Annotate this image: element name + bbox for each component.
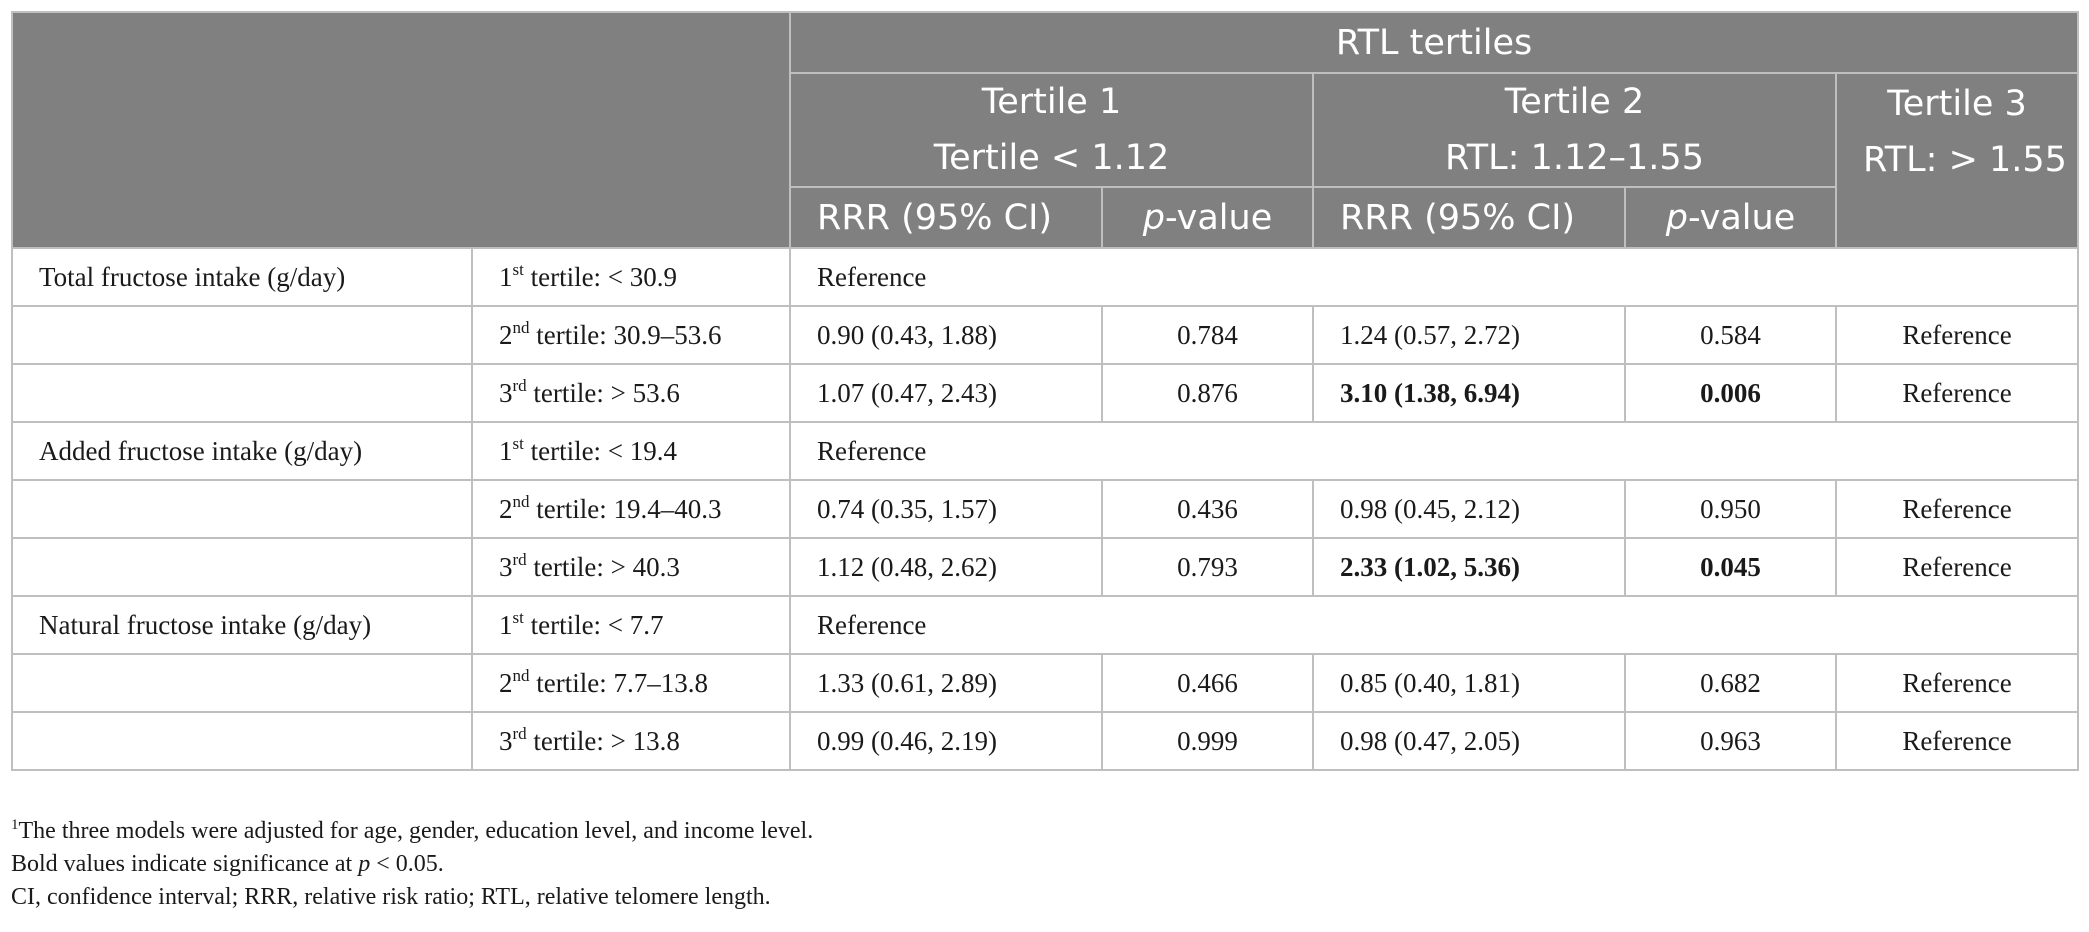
footnote-abbreviations: CI, confidence interval; RRR, relative r… bbox=[11, 884, 771, 910]
table-row: 3rd tertile: > 40.3 1.12 (0.48, 2.62) 0.… bbox=[11, 537, 2080, 597]
header-tertile2: Tertile 2 RTL: 1.12–1.55 bbox=[1312, 72, 1837, 188]
footnote-adjustment: 1The three models were adjusted for age,… bbox=[11, 817, 814, 845]
footnote-significance: Bold values indicate significance at p <… bbox=[11, 851, 444, 877]
pvalue-tertile2: 0.950 bbox=[1624, 479, 1837, 539]
header-tertile2-title: Tertile 2 bbox=[1504, 82, 1645, 122]
header-tertile3: Tertile 3 RTL: > 1.55 bbox=[1834, 72, 2080, 249]
table-row: 3rd tertile: > 53.6 1.07 (0.47, 2.43) 0.… bbox=[11, 363, 2080, 423]
pvalue-tertile1: 0.466 bbox=[1101, 653, 1314, 713]
row-group-label-empty bbox=[11, 363, 473, 423]
table-row: Natural fructose intake (g/day) 1st tert… bbox=[11, 595, 2080, 655]
table-row: 2nd tertile: 30.9–53.6 0.90 (0.43, 1.88)… bbox=[11, 305, 2080, 365]
row-tertile-range: 1st tertile: < 30.9 bbox=[471, 247, 791, 307]
reference-cell: Reference bbox=[788, 247, 2080, 307]
header-tertile3-title: Tertile 3 bbox=[1887, 84, 2027, 124]
row-group-label-empty bbox=[11, 711, 473, 771]
tertile3-reference: Reference bbox=[1834, 305, 2080, 365]
header-tertile3-range: RTL: > 1.55 bbox=[1863, 140, 2067, 180]
table-row: 2nd tertile: 7.7–13.8 1.33 (0.61, 2.89) … bbox=[11, 653, 2080, 713]
table-row: 3rd tertile: > 13.8 0.99 (0.46, 2.19) 0.… bbox=[11, 711, 2080, 771]
row-group-label: Added fructose intake (g/day) bbox=[11, 421, 473, 481]
reference-cell: Reference bbox=[788, 421, 2080, 481]
tertile3-reference: Reference bbox=[1834, 711, 2080, 771]
row-tertile-range: 3rd tertile: > 53.6 bbox=[471, 363, 791, 423]
rrr-tertile2-significant: 2.33 (1.02, 5.36) bbox=[1312, 537, 1626, 597]
header-tertile1: Tertile 1 Tertile < 1.12 bbox=[789, 72, 1314, 188]
pvalue-tertile2-significant: 0.045 bbox=[1624, 537, 1837, 597]
row-tertile-range: 1st tertile: < 19.4 bbox=[471, 421, 791, 481]
row-group-label-empty bbox=[11, 653, 473, 713]
pvalue-tertile1: 0.793 bbox=[1101, 537, 1314, 597]
header-rrr-2: RRR (95% CI) bbox=[1312, 186, 1626, 249]
table-row: 2nd tertile: 19.4–40.3 0.74 (0.35, 1.57)… bbox=[11, 479, 2080, 539]
header-tertile2-range: RTL: 1.12–1.55 bbox=[1445, 138, 1704, 178]
row-tertile-range: 3rd tertile: > 13.8 bbox=[471, 711, 791, 771]
rrr-tertile1: 0.90 (0.43, 1.88) bbox=[789, 305, 1103, 365]
pvalue-tertile1: 0.999 bbox=[1101, 711, 1314, 771]
pvalue-tertile2: 0.963 bbox=[1624, 711, 1837, 771]
tertile3-reference: Reference bbox=[1834, 479, 2080, 539]
row-group-label-empty bbox=[11, 537, 473, 597]
pvalue-tertile2-significant: 0.006 bbox=[1624, 363, 1837, 423]
rrr-tertile1: 0.74 (0.35, 1.57) bbox=[789, 479, 1103, 539]
row-tertile-range: 2nd tertile: 30.9–53.6 bbox=[471, 305, 791, 365]
header-blank-corner-3 bbox=[11, 187, 791, 249]
tertile3-reference: Reference bbox=[1834, 363, 2080, 423]
row-tertile-range: 2nd tertile: 19.4–40.3 bbox=[471, 479, 791, 539]
header-pvalue-2: p-value bbox=[1624, 186, 1837, 249]
row-group-label-empty bbox=[11, 479, 473, 539]
header-rrr-1: RRR (95% CI) bbox=[789, 186, 1103, 249]
results-table: RTL tertiles Tertile 1 Tertile < 1.12 Te… bbox=[11, 11, 2080, 771]
tertile3-reference: Reference bbox=[1834, 537, 2080, 597]
rrr-tertile1: 0.99 (0.46, 2.19) bbox=[789, 711, 1103, 771]
rrr-tertile2-significant: 3.10 (1.38, 6.94) bbox=[1312, 363, 1626, 423]
row-tertile-range: 3rd tertile: > 40.3 bbox=[471, 537, 791, 597]
table-row: Total fructose intake (g/day) 1st tertil… bbox=[11, 247, 2080, 307]
pvalue-tertile1: 0.876 bbox=[1101, 363, 1314, 423]
rrr-tertile1: 1.07 (0.47, 2.43) bbox=[789, 363, 1103, 423]
header-tertile1-title: Tertile 1 bbox=[981, 82, 1122, 122]
header-group-title: RTL tertiles bbox=[788, 11, 2080, 74]
rrr-tertile2: 0.85 (0.40, 1.81) bbox=[1312, 653, 1626, 713]
tertile3-reference: Reference bbox=[1834, 653, 2080, 713]
row-tertile-range: 2nd tertile: 7.7–13.8 bbox=[471, 653, 791, 713]
table-footnotes: 1The three models were adjusted for age,… bbox=[11, 815, 813, 914]
row-group-label: Total fructose intake (g/day) bbox=[11, 247, 473, 307]
row-group-label: Natural fructose intake (g/day) bbox=[11, 595, 473, 655]
pvalue-tertile2: 0.584 bbox=[1624, 305, 1837, 365]
rrr-tertile2: 0.98 (0.45, 2.12) bbox=[1312, 479, 1626, 539]
header-blank-corner-2 bbox=[11, 73, 791, 187]
pvalue-tertile1: 0.784 bbox=[1101, 305, 1314, 365]
table-row: Added fructose intake (g/day) 1st tertil… bbox=[11, 421, 2080, 481]
header-tertile1-range: Tertile < 1.12 bbox=[933, 138, 1170, 178]
pvalue-tertile1: 0.436 bbox=[1101, 479, 1314, 539]
rrr-tertile1: 1.33 (0.61, 2.89) bbox=[789, 653, 1103, 713]
rrr-tertile2: 0.98 (0.47, 2.05) bbox=[1312, 711, 1626, 771]
pvalue-tertile2: 0.682 bbox=[1624, 653, 1837, 713]
header-pvalue-1: p-value bbox=[1101, 186, 1314, 249]
results-table-container: RTL tertiles Tertile 1 Tertile < 1.12 Te… bbox=[11, 11, 2080, 771]
rrr-tertile2: 1.24 (0.57, 2.72) bbox=[1312, 305, 1626, 365]
header-blank-corner bbox=[11, 11, 791, 73]
reference-cell: Reference bbox=[788, 595, 2080, 655]
row-group-label-empty bbox=[11, 305, 473, 365]
rrr-tertile1: 1.12 (0.48, 2.62) bbox=[789, 537, 1103, 597]
row-tertile-range: 1st tertile: < 7.7 bbox=[471, 595, 791, 655]
